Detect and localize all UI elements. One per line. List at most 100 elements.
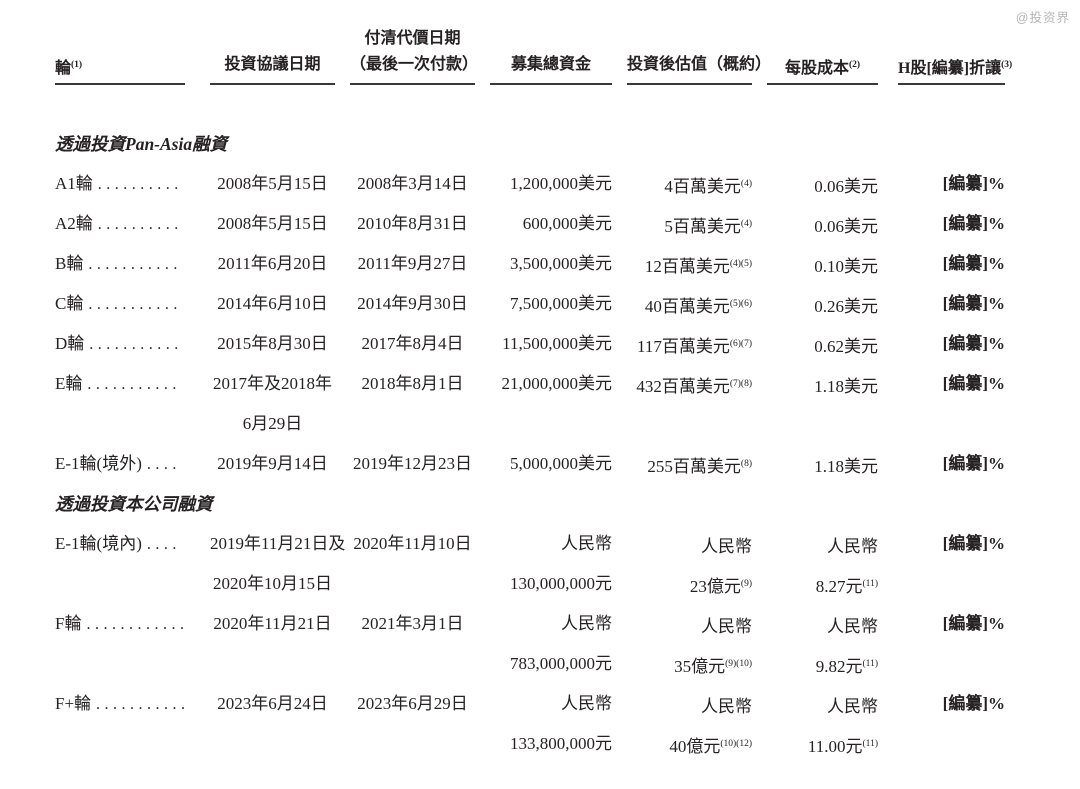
round-label: A2輪 xyxy=(55,214,93,233)
post-valuation: 人民幣 xyxy=(701,617,752,636)
header-agreement-date: 投資協議日期 xyxy=(210,26,335,85)
total-raised: 11,500,000美元 xyxy=(502,334,612,353)
post-valuation: 5百萬美元(4) xyxy=(664,217,752,236)
total-raised: 人民幣 xyxy=(561,534,612,553)
agreement-date: 2008年5月15日 xyxy=(217,214,328,233)
h-share-discount: [編纂]% xyxy=(942,374,1005,393)
agreement-date: 2019年9月14日 xyxy=(217,454,328,473)
dot-leader: ........... xyxy=(87,376,181,393)
cost-per-share: 0.10美元 xyxy=(814,257,878,276)
h-share-discount: [編纂]% xyxy=(942,694,1005,713)
agreement-date: 2020年11月21日 xyxy=(213,614,332,633)
payment-date: 2023年6月29日 xyxy=(357,694,468,713)
section-title: 透過投資Pan-Asia融資 xyxy=(55,134,228,154)
total-raised: 人民幣 xyxy=(561,694,612,713)
h-share-discount: [編纂]% xyxy=(942,294,1005,313)
table-row-e: E輪........... 2017年及2018年 6月29日 2018年8月1日… xyxy=(55,364,1005,444)
post-valuation: 40百萬美元(5)(6) xyxy=(644,297,752,316)
cost-per-share: 人民幣 xyxy=(827,537,878,556)
payment-date: 2010年8月31日 xyxy=(357,214,468,233)
header-payment-date: 付清代價日期 （最後一次付款） xyxy=(350,26,478,85)
round-label: D輪 xyxy=(55,334,85,353)
header-cost-footnote: (2) xyxy=(848,60,861,70)
header-post-valuation: 投資後估值（概約） xyxy=(627,26,771,85)
payment-date: 2017年8月4日 xyxy=(361,334,464,353)
round-label: B輪 xyxy=(55,254,84,273)
round-label: E-1輪(境外) xyxy=(55,454,142,473)
table-header-row: 輪(1) 投資協議日期 付清代價日期 （最後一次付款） 募集總資金 投資後估值（… xyxy=(55,26,1012,85)
table-row-c: C輪........... 2014年6月10日 2014年9月30日 7,50… xyxy=(55,284,1005,324)
post-valuation: 255百萬美元(8) xyxy=(647,457,752,476)
dot-leader: ........... xyxy=(89,336,183,353)
round-label: F輪 xyxy=(55,614,82,633)
header-round: 輪(1) xyxy=(55,26,185,85)
round-label: E-1輪(境內) xyxy=(55,534,142,553)
total-raised: 1,200,000美元 xyxy=(510,174,612,193)
dot-leader: .... xyxy=(146,456,181,473)
table-row-e1-offshore: E-1輪(境外).... 2019年9月14日 2019年12月23日 5,00… xyxy=(55,444,1005,484)
round-label: F+輪 xyxy=(55,694,92,713)
cost-per-share: 1.18美元 xyxy=(814,457,878,476)
cost-per-share: 0.62美元 xyxy=(814,337,878,356)
total-raised: 5,000,000美元 xyxy=(510,454,612,473)
table-row-b: B輪........... 2011年6月20日 2011年9月27日 3,50… xyxy=(55,244,1005,284)
header-round-footnote: (1) xyxy=(71,60,83,70)
dot-leader: ............ xyxy=(86,616,189,633)
table-row-f-plus: F+輪........... 2023年6月24日 2023年6月29日 人民幣… xyxy=(55,684,1005,764)
header-cost-per-share: 每股成本(2) xyxy=(767,26,878,85)
payment-date: 2014年9月30日 xyxy=(357,294,468,313)
h-share-discount: [編纂]% xyxy=(942,214,1005,233)
total-raised: 7,500,000美元 xyxy=(510,294,612,313)
header-discount-footnote: (3) xyxy=(1001,60,1013,70)
post-valuation: 12百萬美元(4)(5) xyxy=(644,257,752,276)
payment-date: 2018年8月1日 xyxy=(361,374,464,393)
post-valuation: 人民幣 xyxy=(701,537,752,556)
table-body: 透過投資Pan-Asia融資 A1輪.......... 2008年5月15日 … xyxy=(55,124,1005,764)
agreement-date: 2014年6月10日 xyxy=(217,294,328,313)
table-row-e1-onshore: E-1輪(境內).... 2019年11月21日及 2020年10月15日 202… xyxy=(55,524,1005,604)
watermark: @投资界 xyxy=(1015,11,1070,25)
cost-per-share: 人民幣 xyxy=(827,697,878,716)
post-valuation: 117百萬美元(6)(7) xyxy=(636,337,752,356)
agreement-date: 2015年8月30日 xyxy=(217,334,328,353)
dot-leader: ........... xyxy=(88,296,182,313)
post-valuation: 432百萬美元(7)(8) xyxy=(636,377,752,396)
header-round-label: 輪 xyxy=(55,60,72,77)
dot-leader: .......... xyxy=(97,216,183,233)
cost-per-share: 1.18美元 xyxy=(814,377,878,396)
payment-date: 2008年3月14日 xyxy=(357,174,468,193)
cost-per-share: 0.26美元 xyxy=(814,297,878,316)
agreement-date: 2008年5月15日 xyxy=(217,174,328,193)
agreement-date: 2011年6月20日 xyxy=(217,254,328,273)
total-raised: 21,000,000美元 xyxy=(501,374,613,393)
table-row-a2: A2輪.......... 2008年5月15日 2010年8月31日 600,… xyxy=(55,204,1005,244)
round-label: A1輪 xyxy=(55,174,93,193)
h-share-discount: [編纂]% xyxy=(942,454,1005,473)
post-valuation: 人民幣 xyxy=(701,697,752,716)
total-raised: 3,500,000美元 xyxy=(510,254,612,273)
financing-rounds-table: 輪(1) 投資協議日期 付清代價日期 （最後一次付款） 募集總資金 投資後估值（… xyxy=(55,26,1012,764)
h-share-discount: [編纂]% xyxy=(942,174,1005,193)
dot-leader: ........... xyxy=(88,256,182,273)
header-total-raised: 募集總資金 xyxy=(490,26,612,85)
section-row-company: 透過投資本公司融資 xyxy=(55,484,1005,524)
total-raised: 600,000美元 xyxy=(522,214,612,233)
table-row-f: F輪............ 2020年11月21日 2021年3月1日 人民幣… xyxy=(55,604,1005,684)
post-valuation: 4百萬美元(4) xyxy=(664,177,752,196)
h-share-discount: [編纂]% xyxy=(942,614,1005,633)
agreement-date: 2023年6月24日 xyxy=(217,694,328,713)
header-h-share-discount: H股[編纂]折讓(3) xyxy=(898,26,1012,85)
dot-leader: ........... xyxy=(96,696,190,713)
table-row-a1: A1輪.......... 2008年5月15日 2008年3月14日 1,20… xyxy=(55,164,1005,204)
payment-date: 2020年11月10日 xyxy=(353,534,472,553)
cost-per-share: 人民幣 xyxy=(827,617,878,636)
cost-per-share: 0.06美元 xyxy=(814,217,878,236)
h-share-discount: [編纂]% xyxy=(942,534,1005,553)
table-row-d: D輪........... 2015年8月30日 2017年8月4日 11,50… xyxy=(55,324,1005,364)
cost-per-share: 0.06美元 xyxy=(814,177,878,196)
h-share-discount: [編纂]% xyxy=(942,334,1005,353)
payment-date: 2019年12月23日 xyxy=(353,454,472,473)
payment-date: 2021年3月1日 xyxy=(361,614,464,633)
total-raised: 人民幣 xyxy=(561,614,612,633)
